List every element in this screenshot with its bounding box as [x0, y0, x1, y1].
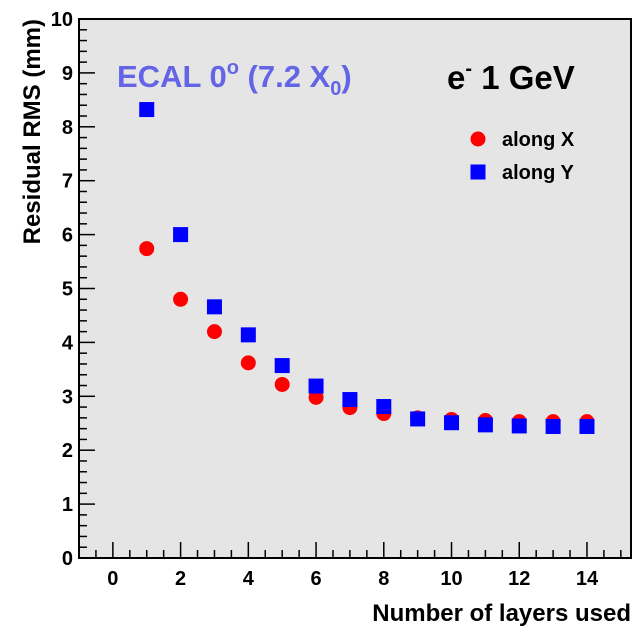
data-point-along-x — [139, 241, 155, 257]
annotation-left-end: ) — [341, 59, 351, 94]
x-tick-label: 8 — [378, 568, 389, 590]
y-tick-label: 6 — [62, 225, 73, 247]
y-tick-label: 8 — [62, 117, 73, 139]
data-point-along-x — [308, 389, 324, 405]
data-point-along-y — [410, 411, 426, 427]
x-axis-title: Number of layers used — [372, 600, 631, 627]
y-tick-label: 9 — [62, 63, 73, 85]
series-along-y — [139, 102, 595, 434]
annotation-right-sup: - — [465, 58, 472, 80]
legend-label-along-x: along X — [502, 129, 575, 151]
annotation-left-main: ECAL 0 — [117, 59, 227, 94]
data-point-along-y — [579, 418, 595, 434]
y-tick-label: 3 — [62, 386, 73, 408]
data-point-along-y — [342, 392, 358, 408]
legend-label-along-y: along Y — [502, 162, 575, 184]
data-point-along-y — [139, 102, 155, 118]
x-tick-label: 10 — [440, 568, 462, 590]
data-point-along-x — [206, 324, 222, 340]
y-tick-label: 5 — [62, 279, 73, 301]
y-tick-label: 0 — [62, 548, 73, 570]
data-point-along-y — [274, 358, 290, 374]
annotation-left-mid: (7.2 X — [239, 59, 331, 94]
y-tick-label: 4 — [62, 332, 74, 354]
data-point-along-y — [444, 415, 460, 431]
data-point-along-y — [511, 418, 527, 434]
x-tick-label: 14 — [576, 568, 599, 590]
data-point-along-y — [308, 378, 324, 394]
data-point-along-y — [173, 227, 189, 243]
data-point-along-y — [206, 299, 222, 315]
data-point-along-x — [173, 291, 189, 307]
y-axis-title: Residual RMS (mm) — [19, 19, 46, 244]
data-point-along-x — [240, 355, 256, 371]
axis-ticks — [78, 18, 622, 559]
x-tick-label: 6 — [310, 568, 321, 590]
legend-marker-along-y — [470, 164, 486, 180]
x-tick-label: 2 — [175, 568, 186, 590]
plot-area — [78, 18, 632, 559]
annotation-left-sup: o — [227, 57, 239, 79]
y-tick-label: 2 — [62, 440, 73, 462]
y-tick-label: 10 — [51, 9, 73, 31]
data-point-along-y — [477, 417, 493, 433]
y-tick-label: 7 — [62, 171, 73, 193]
x-tick-label: 0 — [107, 568, 118, 590]
data-point-along-y — [240, 327, 256, 343]
annotation-left-sub: 0 — [330, 78, 341, 100]
annotation-right-end: 1 GeV — [472, 59, 575, 96]
y-tick-label: 1 — [62, 494, 73, 516]
annotation-right-main: e — [447, 59, 465, 96]
data-point-along-y — [545, 418, 561, 434]
data-point-along-y — [376, 399, 392, 415]
annotation-beam: e- 1 GeV — [447, 58, 575, 96]
data-point-along-x — [274, 376, 290, 392]
legend-marker-along-x — [470, 131, 486, 147]
annotation-detector-config: ECAL 0o (7.2 X0) — [117, 57, 352, 100]
legend: along X along Y — [470, 129, 575, 184]
x-tick-label: 12 — [508, 568, 530, 590]
series-layer — [139, 102, 595, 434]
x-tick-label: 4 — [243, 568, 255, 590]
